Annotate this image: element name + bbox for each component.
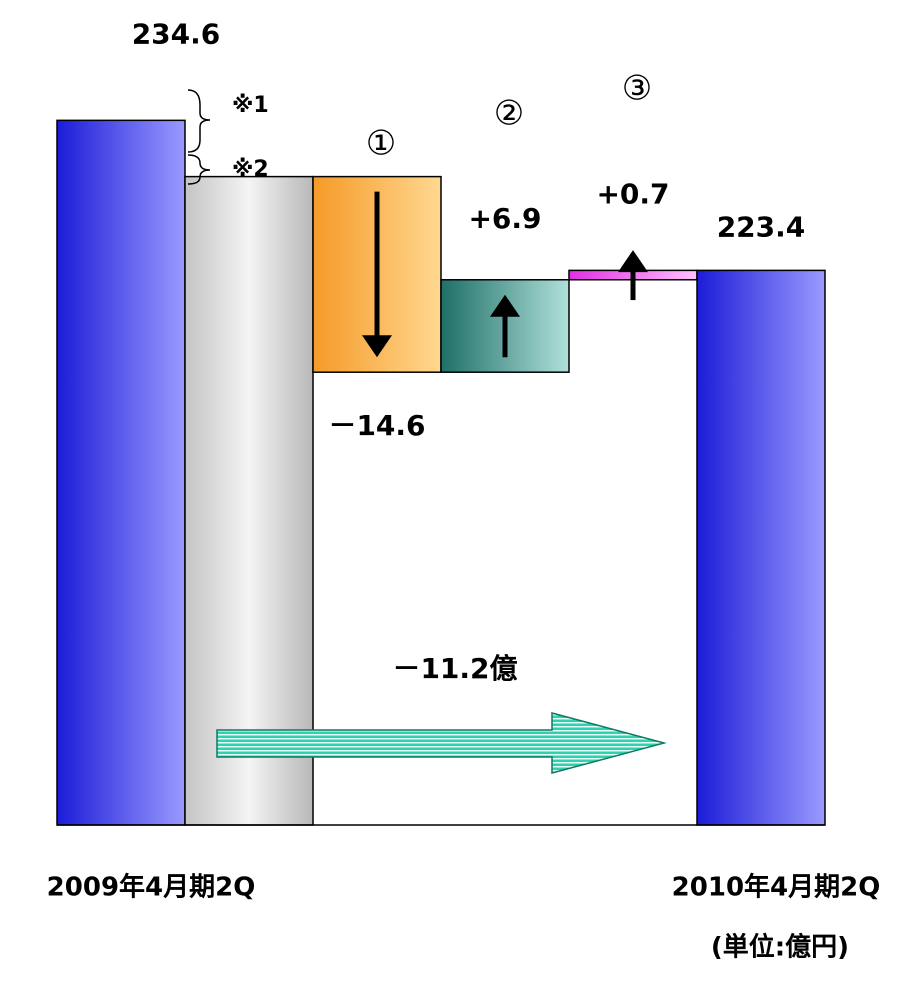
direction-arrow — [362, 335, 392, 358]
note-label: ※1 — [232, 93, 269, 118]
total-change-arrow — [216, 712, 667, 774]
step-label: ② — [494, 94, 524, 134]
value-label: +0.7 — [596, 177, 669, 210]
bars — [56, 119, 826, 826]
x-tick-label: 2010年4月期2Q — [672, 872, 881, 903]
total-change-label: －11.2億 — [392, 652, 517, 685]
value-label: 223.4 — [717, 210, 806, 243]
value-label: +6.9 — [468, 202, 541, 235]
bar — [184, 175, 314, 826]
step-label: ① — [366, 124, 396, 164]
bar — [56, 119, 186, 826]
brace — [187, 89, 211, 153]
unit-label: (単位:億円) — [711, 932, 849, 963]
x-tick-label: 2009年4月期2Q — [47, 872, 256, 903]
value-label: －14.6 — [328, 409, 425, 442]
direction-arrow — [490, 294, 520, 317]
value-label: 234.6 — [132, 17, 221, 50]
bar — [696, 269, 826, 826]
step-label: ③ — [622, 69, 652, 109]
direction-arrow — [618, 250, 648, 273]
note-label: ※2 — [232, 157, 269, 182]
brace — [187, 154, 211, 185]
